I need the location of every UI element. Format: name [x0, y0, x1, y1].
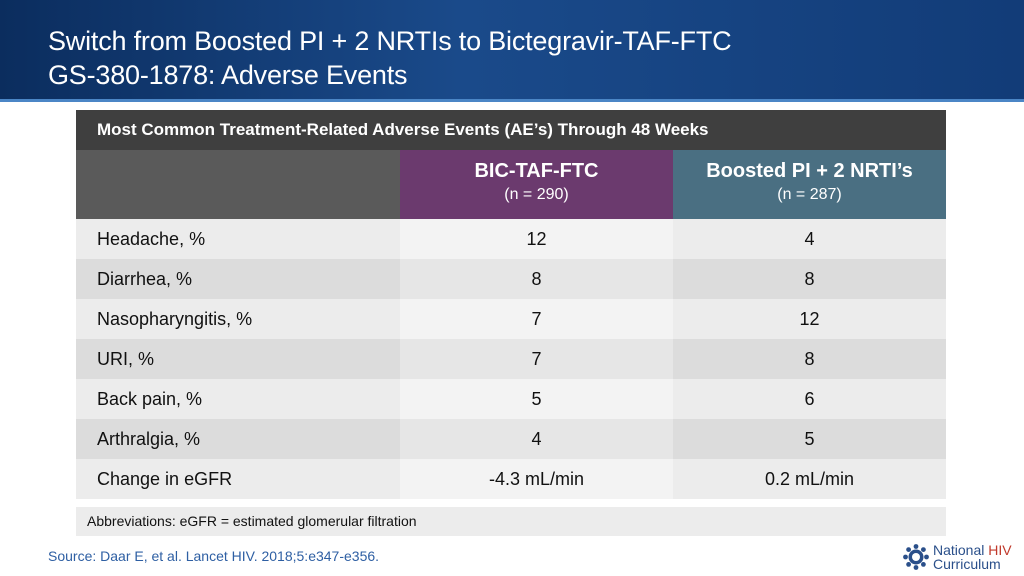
logo-text-line1: National HIV: [933, 542, 1012, 558]
column-n: (n = 287): [777, 186, 842, 203]
row-value-bic: 7: [400, 299, 673, 339]
row-value-pi: 8: [673, 339, 946, 379]
row-value-bic: 4: [400, 419, 673, 459]
gear-people-icon: [903, 544, 929, 570]
abbreviations-note: Abbreviations: eGFR = estimated glomerul…: [76, 507, 946, 536]
table-caption: Most Common Treatment-Related Adverse Ev…: [76, 110, 946, 150]
table-row: Nasopharyngitis, % 7 12: [76, 299, 946, 339]
table-row: Back pain, % 5 6: [76, 379, 946, 419]
slide-title-line2: GS-380-1878: Adverse Events: [48, 60, 408, 90]
row-value-bic: -4.3 mL/min: [400, 459, 673, 499]
row-label: Nasopharyngitis, %: [76, 299, 400, 339]
logo-word-curriculum: Curriculum: [933, 556, 1001, 572]
slide-title: Switch from Boosted PI + 2 NRTIs to Bict…: [48, 24, 732, 92]
row-label: Headache, %: [76, 219, 400, 259]
table-row: Change in eGFR -4.3 mL/min 0.2 mL/min: [76, 459, 946, 499]
row-value-bic: 5: [400, 379, 673, 419]
logo-word-hiv: HIV: [988, 542, 1012, 558]
row-value-pi: 0.2 mL/min: [673, 459, 946, 499]
row-label: Change in eGFR: [76, 459, 400, 499]
row-label: Diarrhea, %: [76, 259, 400, 299]
column-header-bic-taf-ftc: BIC-TAF-FTC (n = 290): [400, 150, 673, 219]
table-column-header: BIC-TAF-FTC (n = 290) Boosted PI + 2 NRT…: [76, 150, 946, 219]
row-value-pi: 12: [673, 299, 946, 339]
row-value-pi: 6: [673, 379, 946, 419]
table-row: Diarrhea, % 8 8: [76, 259, 946, 299]
row-value-pi: 8: [673, 259, 946, 299]
row-value-pi: 4: [673, 219, 946, 259]
row-value-bic: 12: [400, 219, 673, 259]
source-citation: Source: Daar E, et al. Lancet HIV. 2018;…: [48, 548, 380, 564]
table-row: URI, % 7 8: [76, 339, 946, 379]
logo-word-national: National: [933, 542, 985, 558]
slide-header: Switch from Boosted PI + 2 NRTIs to Bict…: [0, 0, 1024, 102]
column-header-boosted-pi: Boosted PI + 2 NRTI’s (n = 287): [673, 150, 946, 219]
adverse-events-table: Most Common Treatment-Related Adverse Ev…: [76, 110, 946, 499]
row-value-bic: 7: [400, 339, 673, 379]
column-label: BIC-TAF-FTC: [474, 160, 599, 182]
row-value-bic: 8: [400, 259, 673, 299]
column-label: Boosted PI + 2 NRTI’s: [706, 160, 913, 182]
slide-title-line1: Switch from Boosted PI + 2 NRTIs to Bict…: [48, 26, 732, 56]
table-row: Arthralgia, % 4 5: [76, 419, 946, 459]
row-label: Arthralgia, %: [76, 419, 400, 459]
row-value-pi: 5: [673, 419, 946, 459]
column-n: (n = 290): [504, 186, 569, 203]
national-hiv-curriculum-logo: National HIV Curriculum: [902, 541, 1020, 573]
column-header-blank: [76, 150, 400, 219]
table-row: Headache, % 12 4: [76, 219, 946, 259]
row-label: URI, %: [76, 339, 400, 379]
row-label: Back pain, %: [76, 379, 400, 419]
